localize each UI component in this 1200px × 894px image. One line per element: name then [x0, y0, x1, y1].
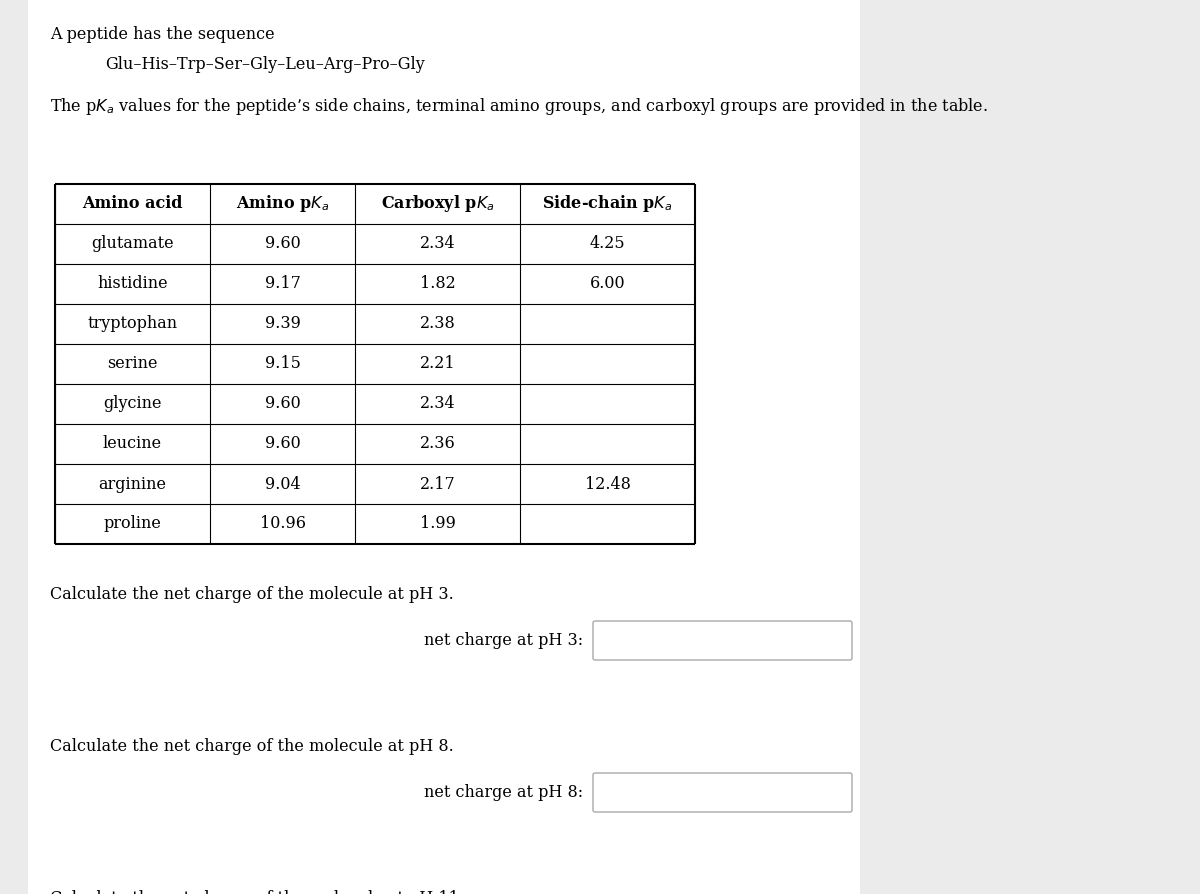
Text: 2.21: 2.21	[420, 356, 455, 373]
Text: Carboxyl p$K_a$: Carboxyl p$K_a$	[380, 193, 494, 215]
FancyBboxPatch shape	[593, 773, 852, 812]
Text: 1.82: 1.82	[420, 275, 455, 292]
Text: serine: serine	[107, 356, 157, 373]
Text: net charge at pH 8:: net charge at pH 8:	[424, 784, 583, 801]
Text: arginine: arginine	[98, 476, 167, 493]
Text: Calculate the net charge of the molecule at pH 8.: Calculate the net charge of the molecule…	[50, 738, 454, 755]
Text: proline: proline	[103, 516, 162, 533]
Text: 1.99: 1.99	[420, 516, 456, 533]
Text: glutamate: glutamate	[91, 235, 174, 252]
Text: 10.96: 10.96	[259, 516, 306, 533]
Text: Calculate the net charge of the molecule at pH 3.: Calculate the net charge of the molecule…	[50, 586, 454, 603]
Text: Glu–His–Trp–Ser–Gly–Leu–Arg–Pro–Gly: Glu–His–Trp–Ser–Gly–Leu–Arg–Pro–Gly	[106, 56, 425, 73]
Bar	[55, 184, 695, 544]
Text: 12.48: 12.48	[584, 476, 630, 493]
Text: 9.15: 9.15	[264, 356, 300, 373]
Text: 2.34: 2.34	[420, 395, 455, 412]
Text: leucine: leucine	[103, 435, 162, 452]
Text: 2.36: 2.36	[420, 435, 455, 452]
Text: Calculate the net charge of the molecule at pH 11.: Calculate the net charge of the molecule…	[50, 890, 464, 894]
Text: 9.60: 9.60	[265, 435, 300, 452]
Text: 2.17: 2.17	[420, 476, 455, 493]
Text: A peptide has the sequence: A peptide has the sequence	[50, 26, 275, 43]
Bar	[28, 0, 860, 894]
Text: 9.60: 9.60	[265, 235, 300, 252]
Text: 9.17: 9.17	[264, 275, 300, 292]
Text: 9.60: 9.60	[265, 395, 300, 412]
Text: 9.39: 9.39	[264, 316, 300, 333]
Text: 6.00: 6.00	[589, 275, 625, 292]
Text: glycine: glycine	[103, 395, 162, 412]
Text: histidine: histidine	[97, 275, 168, 292]
Text: Amino p$K_a$: Amino p$K_a$	[236, 193, 329, 215]
Text: 4.25: 4.25	[589, 235, 625, 252]
Text: 2.34: 2.34	[420, 235, 455, 252]
Text: 9.04: 9.04	[265, 476, 300, 493]
Text: Side-chain p$K_a$: Side-chain p$K_a$	[542, 193, 673, 215]
Text: tryptophan: tryptophan	[88, 316, 178, 333]
Text: 2.38: 2.38	[420, 316, 455, 333]
Text: net charge at pH 3:: net charge at pH 3:	[424, 632, 583, 649]
FancyBboxPatch shape	[593, 621, 852, 660]
Text: The p$K_a$ values for the peptide’s side chains, terminal amino groups, and carb: The p$K_a$ values for the peptide’s side…	[50, 96, 988, 117]
Text: Amino acid: Amino acid	[83, 196, 182, 213]
